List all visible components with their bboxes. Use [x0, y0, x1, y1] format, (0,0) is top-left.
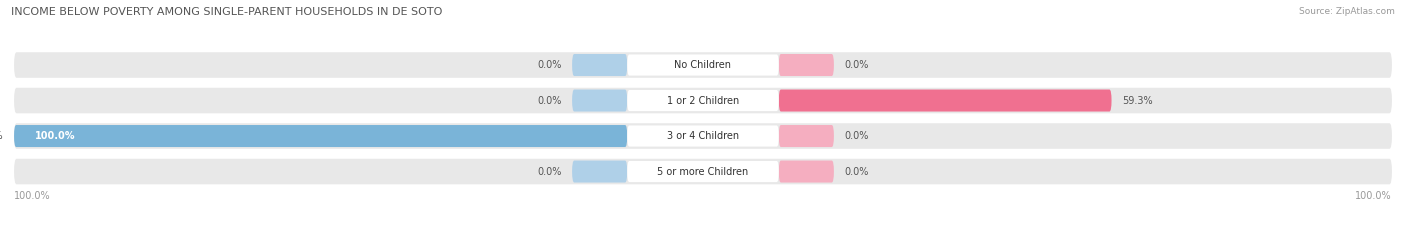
FancyBboxPatch shape [779, 161, 834, 182]
Text: 5 or more Children: 5 or more Children [658, 167, 748, 177]
FancyBboxPatch shape [627, 90, 779, 111]
Text: INCOME BELOW POVERTY AMONG SINGLE-PARENT HOUSEHOLDS IN DE SOTO: INCOME BELOW POVERTY AMONG SINGLE-PARENT… [11, 7, 443, 17]
FancyBboxPatch shape [627, 55, 779, 75]
Text: 100.0%: 100.0% [1355, 191, 1392, 201]
Text: 0.0%: 0.0% [537, 96, 562, 106]
Text: 0.0%: 0.0% [844, 167, 869, 177]
FancyBboxPatch shape [779, 54, 834, 76]
FancyBboxPatch shape [14, 52, 1392, 78]
Text: Source: ZipAtlas.com: Source: ZipAtlas.com [1299, 7, 1395, 16]
FancyBboxPatch shape [572, 89, 627, 112]
FancyBboxPatch shape [14, 125, 627, 147]
FancyBboxPatch shape [779, 125, 834, 147]
FancyBboxPatch shape [572, 54, 627, 76]
Text: 100.0%: 100.0% [35, 131, 76, 141]
Text: 3 or 4 Children: 3 or 4 Children [666, 131, 740, 141]
Text: 0.0%: 0.0% [844, 131, 869, 141]
FancyBboxPatch shape [627, 161, 779, 182]
Text: No Children: No Children [675, 60, 731, 70]
FancyBboxPatch shape [627, 125, 779, 147]
FancyBboxPatch shape [572, 161, 627, 182]
FancyBboxPatch shape [14, 88, 1392, 113]
Text: 0.0%: 0.0% [537, 60, 562, 70]
Text: 0.0%: 0.0% [844, 60, 869, 70]
Text: 1 or 2 Children: 1 or 2 Children [666, 96, 740, 106]
FancyBboxPatch shape [779, 89, 1112, 112]
Text: 0.0%: 0.0% [537, 167, 562, 177]
FancyBboxPatch shape [14, 159, 1392, 184]
Text: 59.3%: 59.3% [1122, 96, 1153, 106]
Text: 100.0%: 100.0% [14, 191, 51, 201]
FancyBboxPatch shape [14, 123, 1392, 149]
Text: 100.0%: 100.0% [0, 131, 4, 141]
